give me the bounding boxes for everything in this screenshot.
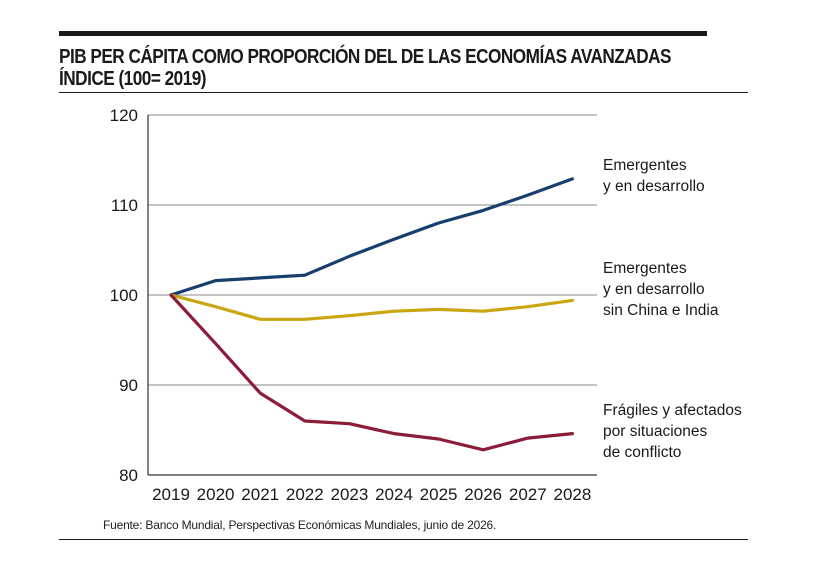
chart-title-line-1: PIB PER CÁPITA COMO PROPORCIÓN DEL DE LA… [59, 46, 672, 68]
series-label-1-line-1: Emergentes [603, 260, 687, 277]
series-label-1-line-2: y en desarrollo [603, 281, 705, 298]
top-rule [59, 31, 707, 36]
x-tick-label-2023: 2023 [330, 485, 368, 504]
x-tick-label-2022: 2022 [286, 485, 324, 504]
y-tick-label-120: 120 [110, 106, 138, 125]
title-rule [59, 92, 748, 93]
series-label-0-line-2: y en desarrollo [603, 178, 705, 195]
series-label-2-line-2: por situaciones [603, 423, 708, 440]
y-tick-label-90: 90 [119, 376, 138, 395]
x-tick-label-2026: 2026 [464, 485, 502, 504]
chart-title-line-2: ÍNDICE (100= 2019) [59, 68, 207, 90]
series-line-emergentes [169, 177, 575, 297]
series-line-sin-china-india [169, 293, 575, 321]
series-line-fragiles [169, 293, 575, 452]
bottom-rule [59, 539, 748, 540]
series-label-1-line-3: sin China e India [603, 302, 719, 319]
y-tick-label-80: 80 [119, 466, 138, 485]
x-tick-label-2027: 2027 [509, 485, 547, 504]
chart-title: PIB PER CÁPITA COMO PROPORCIÓN DEL DE LA… [59, 46, 672, 90]
y-tick-label-110: 110 [111, 196, 138, 215]
series-label-2-line-3: de conflicto [603, 444, 681, 461]
x-tick-label-2019: 2019 [152, 485, 190, 504]
x-tick-label-2025: 2025 [420, 485, 458, 504]
x-tick-label-2024: 2024 [375, 485, 413, 504]
y-tick-label-100: 100 [110, 286, 138, 305]
x-tick-label-2028: 2028 [553, 485, 591, 504]
x-tick-label-2020: 2020 [197, 485, 235, 504]
series-label-0-line-1: Emergentes [603, 157, 687, 174]
x-tick-label-2021: 2021 [241, 485, 279, 504]
source-note: Fuente: Banco Mundial, Perspectivas Econ… [103, 518, 497, 532]
series-label-2-line-1: Frágiles y afectados [603, 402, 742, 419]
